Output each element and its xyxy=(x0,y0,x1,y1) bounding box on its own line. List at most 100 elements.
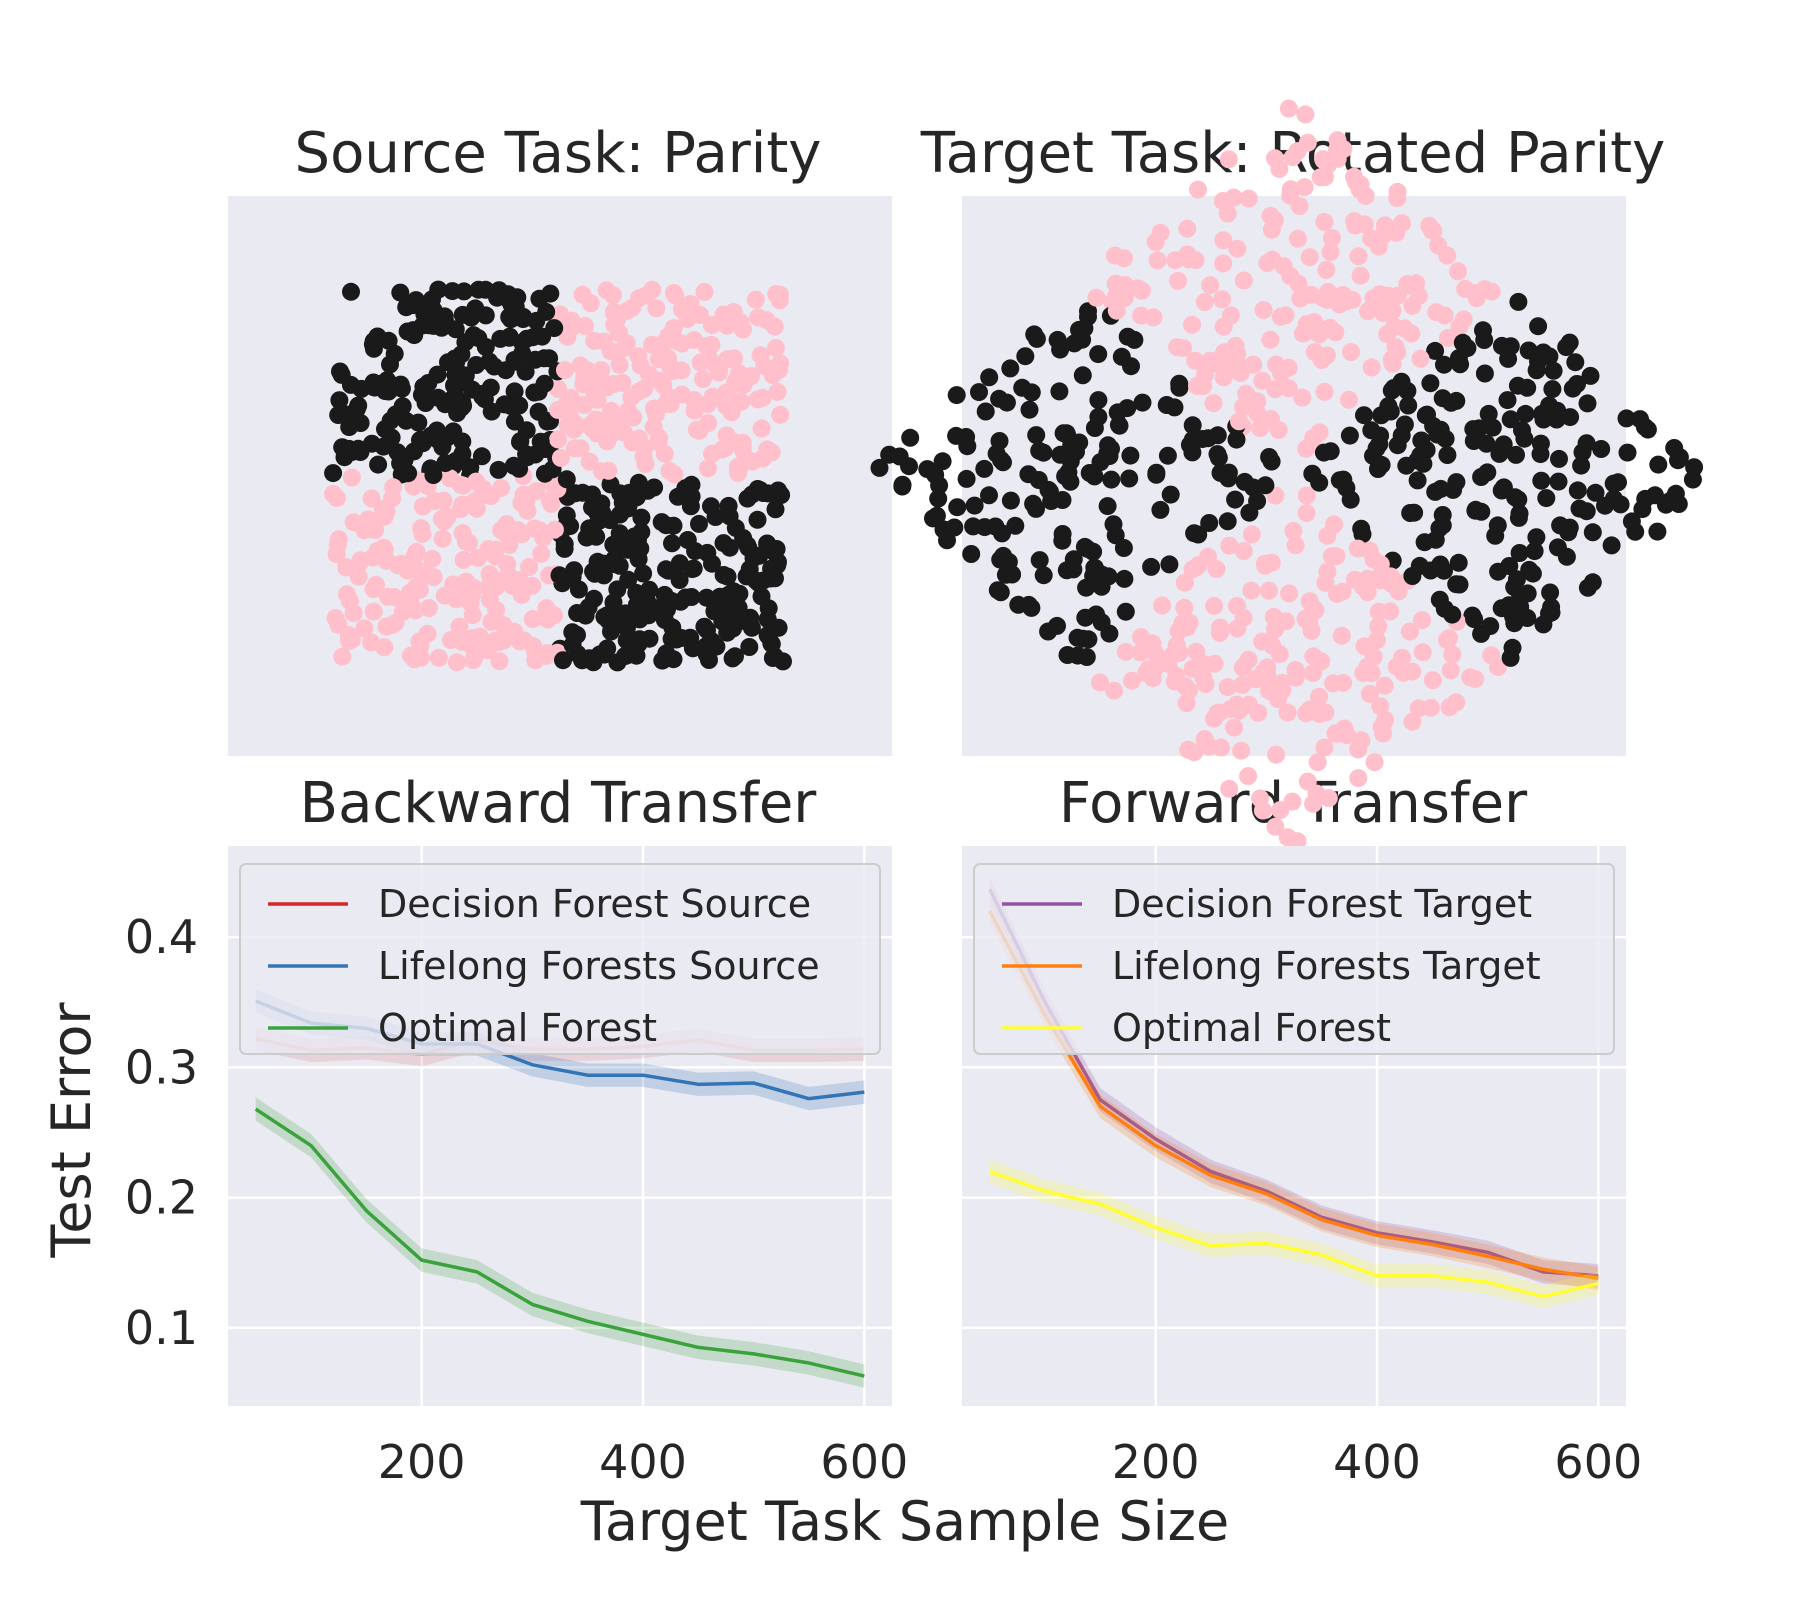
target-point-black xyxy=(1079,302,1097,321)
source-point-black xyxy=(424,466,443,484)
target-point-pink xyxy=(1387,223,1406,242)
source-point-black xyxy=(413,434,432,453)
target-point-black xyxy=(1027,329,1046,348)
target-point-black xyxy=(1160,555,1179,574)
target-point-pink xyxy=(1345,570,1364,589)
target-point-pink xyxy=(1297,486,1316,505)
target-point-pink xyxy=(1123,671,1141,690)
source-point-pink xyxy=(423,549,442,568)
target-point-black xyxy=(1648,522,1667,541)
target-point-pink xyxy=(1210,350,1229,369)
target-point-black xyxy=(1219,469,1238,488)
source-point-pink xyxy=(523,610,542,628)
source-point-pink xyxy=(429,648,448,667)
target-point-pink xyxy=(1382,568,1401,587)
target-point-pink xyxy=(1413,611,1432,630)
target-point-pink xyxy=(1279,358,1298,377)
target-point-pink xyxy=(1321,243,1340,262)
target-point-black xyxy=(1303,464,1322,483)
target-point-pink xyxy=(1105,681,1124,700)
source-point-pink xyxy=(766,339,785,358)
target-point-pink xyxy=(1254,301,1273,319)
source-point-black xyxy=(645,478,664,497)
target-point-black xyxy=(1529,317,1548,336)
backward-ytick-label: 0.2 xyxy=(125,1171,198,1225)
source-point-pink xyxy=(664,319,683,338)
source-point-pink xyxy=(450,617,469,636)
source-point-black xyxy=(657,516,676,535)
source-point-black xyxy=(653,651,672,670)
source-point-pink xyxy=(697,337,716,356)
target-point-pink xyxy=(1186,351,1205,370)
target-point-black xyxy=(1133,393,1152,412)
target-point-pink xyxy=(1409,286,1428,305)
source-point-pink xyxy=(407,542,426,561)
source-point-black xyxy=(490,281,509,300)
target-point-black xyxy=(1075,319,1094,338)
source-point-black xyxy=(682,475,701,494)
target-point-pink xyxy=(1362,358,1381,377)
source-point-pink xyxy=(706,355,725,374)
target-point-black xyxy=(1483,418,1502,437)
target-point-black xyxy=(1027,426,1046,445)
source-point-pink xyxy=(703,316,721,335)
target-point-black xyxy=(1340,426,1359,445)
target-point-black xyxy=(1151,500,1170,519)
source-point-pink xyxy=(447,653,466,672)
target-point-pink xyxy=(1266,817,1285,836)
target-point-pink xyxy=(1449,262,1467,281)
source-point-pink xyxy=(661,395,680,413)
target-point-pink xyxy=(1413,643,1432,662)
target-point-pink xyxy=(1261,330,1280,349)
source-point-black xyxy=(617,618,636,637)
target-point-pink xyxy=(1295,178,1314,197)
source-point-pink xyxy=(467,472,486,491)
source-point-pink xyxy=(463,606,482,625)
target-point-black xyxy=(1527,528,1546,547)
target-point-black xyxy=(1006,516,1025,535)
target-point-black xyxy=(1581,366,1600,385)
target-point-black xyxy=(901,428,920,447)
source-point-black xyxy=(324,464,343,483)
source-point-black xyxy=(588,503,607,522)
source-point-pink xyxy=(375,507,394,526)
target-point-black xyxy=(1208,445,1227,464)
target-scatter-panel xyxy=(870,99,1704,860)
source-point-black xyxy=(766,500,785,519)
target-point-black xyxy=(1617,409,1636,428)
source-point-pink xyxy=(364,602,383,621)
target-point-black xyxy=(1508,376,1527,395)
target-point-pink xyxy=(1151,223,1170,242)
source-point-black xyxy=(563,568,582,587)
source-point-black xyxy=(369,455,388,474)
source-point-pink xyxy=(746,290,765,309)
source-point-pink xyxy=(355,521,374,540)
target-point-pink xyxy=(1143,669,1162,688)
target-point-black xyxy=(1170,374,1189,393)
source-point-pink xyxy=(556,361,574,380)
target-point-pink xyxy=(1438,246,1457,265)
source-point-pink xyxy=(749,308,768,327)
target-point-black xyxy=(1504,597,1523,616)
target-point-black xyxy=(1001,359,1020,378)
source-point-pink xyxy=(551,448,570,467)
source-point-pink xyxy=(401,594,420,613)
target-point-pink xyxy=(1211,618,1230,637)
target-point-pink xyxy=(1298,772,1317,791)
target-point-pink xyxy=(1221,700,1240,719)
target-point-pink xyxy=(1169,271,1187,290)
source-point-pink xyxy=(605,302,623,321)
target-point-pink xyxy=(1280,584,1299,603)
source-point-pink xyxy=(573,285,592,304)
source-point-pink xyxy=(497,515,516,534)
backward-legend: Decision Forest Source Lifelong Forests S… xyxy=(239,863,881,1055)
target-point-black xyxy=(1398,381,1417,400)
target-point-black xyxy=(1566,353,1585,372)
target-point-black xyxy=(1515,429,1534,448)
source-point-pink xyxy=(565,439,584,458)
source-point-black xyxy=(453,432,472,451)
source-point-pink xyxy=(613,373,632,392)
source-point-black xyxy=(453,393,472,412)
target-point-black xyxy=(1161,485,1180,504)
target-point-black xyxy=(980,368,999,387)
